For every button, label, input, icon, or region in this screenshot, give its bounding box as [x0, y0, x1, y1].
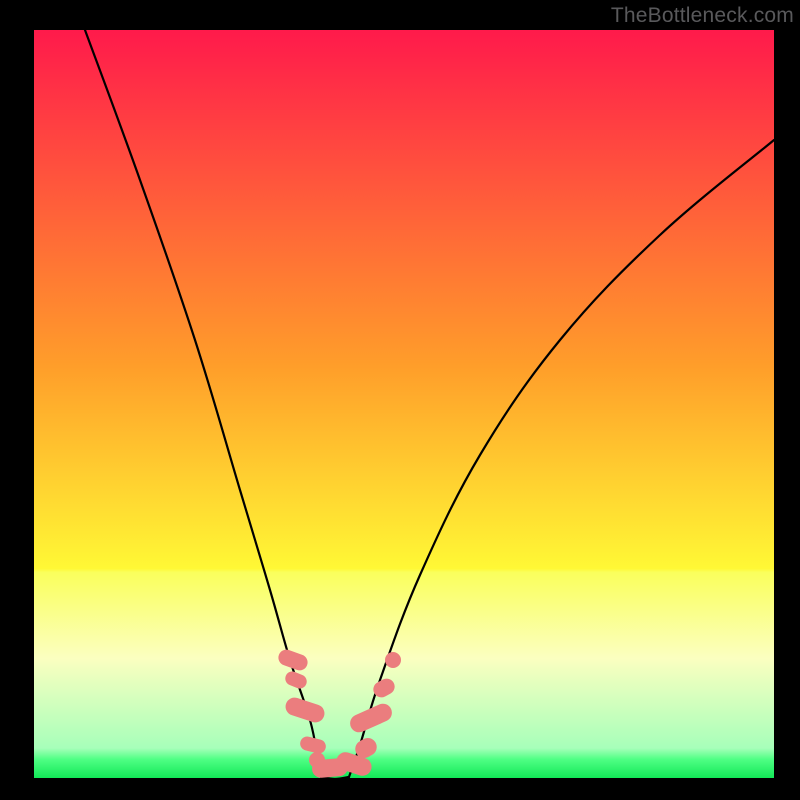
chart-container: TheBottleneck.com	[0, 0, 800, 800]
curve-marker	[299, 735, 328, 755]
watermark-text: TheBottleneck.com	[611, 4, 794, 28]
bottleneck-curve	[349, 140, 774, 777]
curve-marker	[385, 652, 401, 668]
curve-layer	[0, 0, 800, 800]
curve-marker	[283, 695, 327, 724]
curve-marker	[283, 669, 309, 690]
